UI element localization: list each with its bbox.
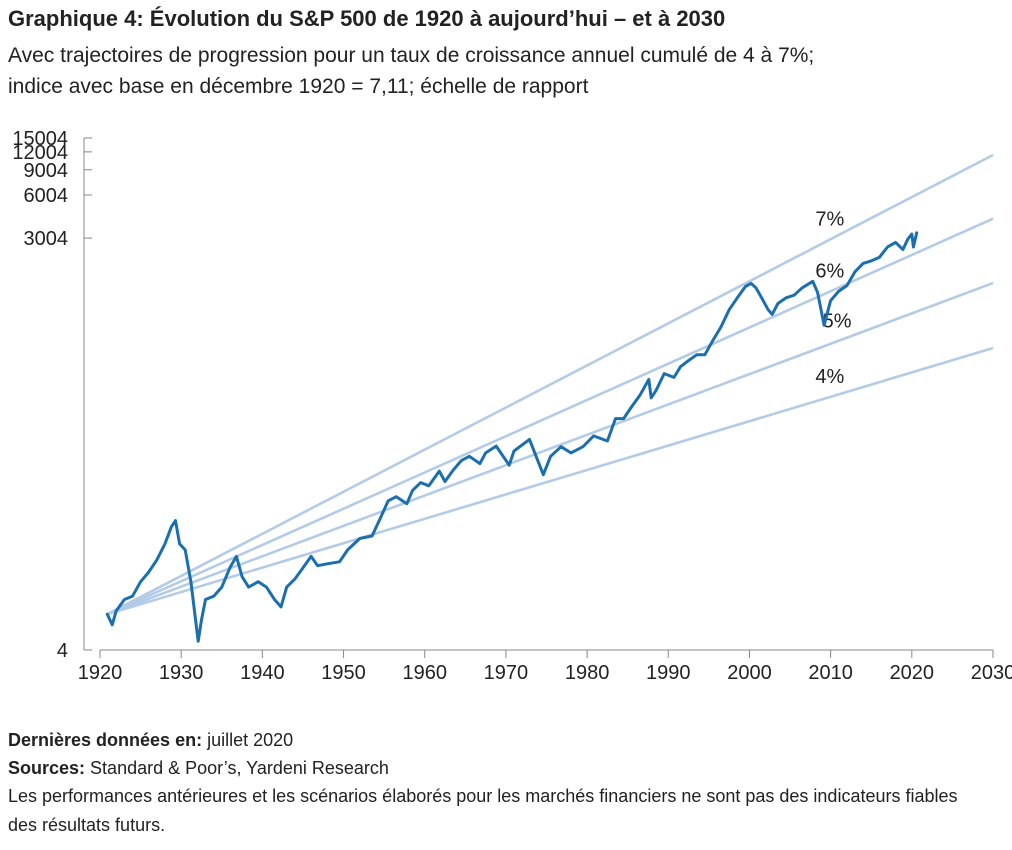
y-tick-label: 9004 xyxy=(24,160,69,182)
last-data-value: juillet 2020 xyxy=(207,730,294,750)
x-tick-label: 1970 xyxy=(484,662,529,684)
x-tick-label: 1990 xyxy=(646,662,691,684)
trend-lines: 7% 6% 5% 4% xyxy=(106,153,994,616)
trend-line-6pct xyxy=(106,217,994,616)
trend-line-5pct xyxy=(106,281,994,616)
trend-line-7pct xyxy=(106,153,994,616)
subtitle-line-2: indice avec base en décembre 1920 = 7,11… xyxy=(8,75,589,98)
disclaimer: Les performances antérieures et les scén… xyxy=(8,786,958,835)
footer: Dernières données en: juillet 2020 Sourc… xyxy=(8,726,1008,840)
series-layer xyxy=(105,231,919,643)
x-tick-label: 1940 xyxy=(240,662,285,684)
y-tick-label: 3004 xyxy=(24,228,69,250)
x-tick-label: 2010 xyxy=(808,662,853,684)
chart-subtitle: Avec trajectoires de progression pour un… xyxy=(8,40,1008,102)
trend-label: 4% xyxy=(815,366,844,388)
sources-row: Sources: Standard & Poor’s, Yardeni Rese… xyxy=(8,754,1008,782)
trend-label: 7% xyxy=(815,209,844,231)
x-tick-label: 1930 xyxy=(159,662,204,684)
trend-label: 5% xyxy=(823,310,852,332)
x-tick-label: 2020 xyxy=(890,662,935,684)
subtitle-line-1: Avec trajectoires de progression pour un… xyxy=(8,44,815,67)
x-tick-label: 1960 xyxy=(402,662,447,684)
y-tick-label: 4 xyxy=(57,640,68,662)
sources-label: Sources: xyxy=(8,758,86,778)
trend-label: 6% xyxy=(815,261,844,283)
x-tick-label: 1920 xyxy=(78,662,123,684)
x-tick-label: 1980 xyxy=(565,662,610,684)
chart-title: Graphique 4: Évolution du S&P 500 de 192… xyxy=(8,6,726,31)
sources-value: Standard & Poor’s, Yardeni Research xyxy=(90,758,389,778)
last-data-row: Dernières données en: juillet 2020 xyxy=(8,726,1008,754)
y-tick-label: 12004 xyxy=(12,142,68,164)
x-axis: 1920 1930 1940 1950 1960 1970 1980 1990 2000 2010… xyxy=(78,649,1012,684)
x-tick-label: 2000 xyxy=(727,662,772,684)
last-data-label: Dernières données en: xyxy=(8,730,203,750)
sp500-index-line xyxy=(105,231,919,643)
x-tick-label: 1950 xyxy=(321,662,366,684)
x-tick-label: 2030 xyxy=(971,662,1012,684)
trend-line-4pct xyxy=(106,346,994,616)
y-tick-label: 6004 xyxy=(24,185,69,207)
y-tick-label: 15004 xyxy=(12,128,68,150)
